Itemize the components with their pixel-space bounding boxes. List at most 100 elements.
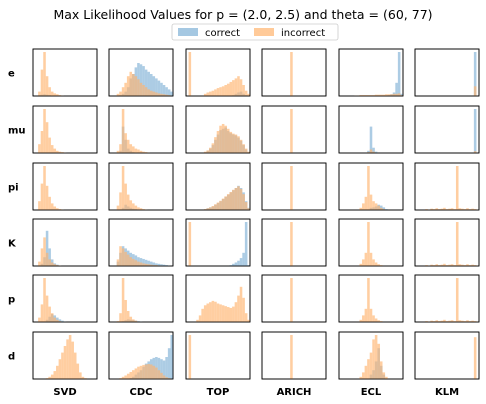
bar-correct (139, 258, 143, 266)
panel-border (338, 218, 404, 267)
panel-border (32, 274, 98, 323)
bar-incorrect (432, 265, 436, 266)
bar-incorrect (247, 151, 250, 153)
bar-incorrect (430, 208, 433, 210)
bar-incorrect (362, 95, 365, 96)
bar-incorrect (124, 133, 127, 153)
bar-incorrect (50, 203, 54, 210)
bar-incorrect (224, 85, 227, 96)
panel-border (108, 331, 174, 380)
bar-incorrect (45, 76, 49, 96)
bar-incorrect (443, 207, 446, 210)
bar-incorrect (377, 320, 380, 322)
bar-incorrect (450, 208, 454, 210)
bar-incorrect (461, 208, 464, 210)
bar-incorrect (155, 367, 158, 379)
panel-frame (414, 105, 480, 154)
panel-K-klm (414, 218, 480, 267)
bar-incorrect (211, 143, 215, 153)
bar-incorrect (206, 208, 210, 210)
bar-incorrect (126, 311, 130, 322)
bar-incorrect (165, 377, 168, 379)
bar-incorrect (126, 139, 130, 153)
bar-incorrect (53, 206, 57, 210)
bar-incorrect (56, 150, 59, 153)
bar-incorrect (229, 307, 233, 322)
bar-incorrect (214, 204, 217, 210)
panel-border (261, 331, 327, 380)
panel-mu-top (185, 105, 251, 154)
bar-incorrect (425, 265, 428, 266)
bar-incorrect (144, 152, 148, 153)
bar-correct (142, 66, 145, 96)
panel-mu-svd (32, 105, 98, 154)
bar-incorrect (463, 209, 467, 210)
bar-incorrect (214, 89, 217, 96)
chart-title: Max Likelihood Values for p = (2.0, 2.5)… (53, 7, 432, 22)
bar-incorrect (149, 90, 153, 96)
panel-e-top (185, 48, 251, 97)
panel-border (32, 105, 98, 154)
bar-incorrect (137, 261, 140, 266)
bar-incorrect (139, 262, 143, 266)
bar-incorrect (397, 93, 401, 96)
bar-incorrect (359, 207, 363, 210)
row-label-p: p (8, 295, 15, 306)
bar-incorrect (38, 317, 41, 322)
bar-incorrect (121, 109, 125, 153)
bar-incorrect (367, 152, 370, 153)
bar-incorrect (232, 133, 235, 153)
panel-frame (261, 274, 327, 323)
bar-incorrect (71, 341, 74, 379)
bar-incorrect (379, 207, 383, 210)
panel-d-top (185, 331, 251, 380)
bar-incorrect (142, 209, 145, 210)
bar-incorrect (239, 79, 243, 96)
bar-incorrect (38, 261, 41, 266)
panel-frame (261, 218, 327, 267)
bar-incorrect (362, 259, 365, 266)
bar-incorrect (377, 205, 380, 210)
bar-incorrect (247, 208, 250, 210)
bar-correct (170, 91, 173, 96)
bar-incorrect (132, 319, 135, 322)
bar-incorrect (40, 131, 44, 153)
bar-incorrect (61, 152, 64, 153)
bar-incorrect (471, 320, 474, 322)
bar-incorrect (239, 139, 243, 153)
bar-incorrect (209, 91, 212, 96)
bar-incorrect (58, 151, 62, 153)
bar-correct (152, 76, 156, 96)
bar-incorrect (142, 85, 145, 96)
bar-correct (385, 209, 388, 210)
bar-incorrect (473, 337, 477, 379)
bar-incorrect (149, 264, 153, 266)
bar-incorrect (162, 375, 166, 379)
bar-incorrect (438, 321, 441, 322)
bar-incorrect (229, 191, 233, 210)
bar-incorrect (239, 286, 243, 322)
bar-incorrect (68, 335, 72, 379)
panel-border (32, 218, 98, 267)
bar-incorrect (63, 346, 67, 379)
bar-incorrect (226, 83, 230, 96)
bar-incorrect (216, 88, 220, 96)
bar-incorrect (142, 364, 145, 379)
bar-incorrect (430, 320, 433, 322)
bar-incorrect (374, 335, 378, 379)
panel-frame (414, 274, 480, 323)
bar-incorrect (216, 202, 220, 210)
bar-incorrect (152, 265, 156, 266)
bar-incorrect (242, 297, 245, 322)
bar-incorrect (48, 87, 51, 96)
panel-frame (108, 105, 174, 154)
bar-incorrect (43, 278, 46, 322)
bar-incorrect (142, 263, 145, 266)
bar-incorrect (219, 304, 222, 322)
bar-incorrect (463, 265, 467, 266)
row-labels: e mu pi Kp d (8, 69, 26, 363)
bar-incorrect (369, 252, 373, 266)
bar-incorrect (134, 76, 138, 96)
bar-incorrect (134, 260, 138, 266)
